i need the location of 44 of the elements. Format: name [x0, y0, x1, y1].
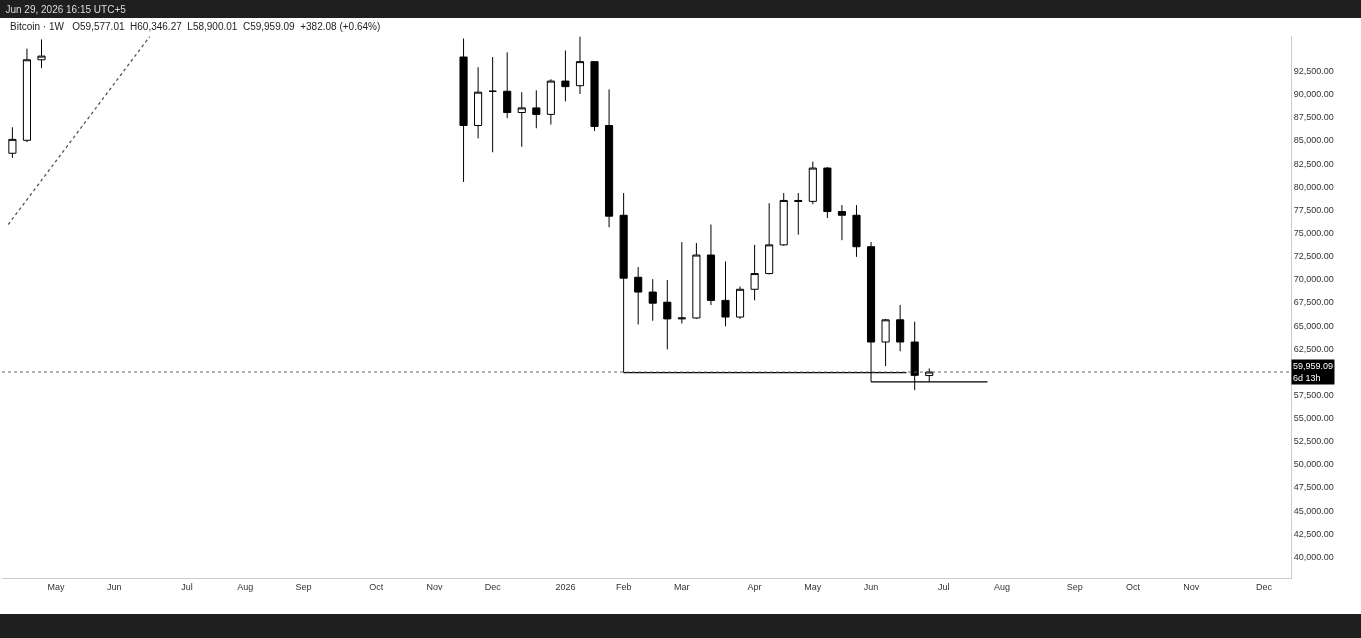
x-tick-label: Nov [426, 581, 443, 592]
y-tick-label: 77,500.00 [1293, 204, 1334, 215]
y-tick-label: 92,500.00 [1293, 66, 1334, 77]
y-tick-label: 47,500.00 [1293, 482, 1334, 493]
y-tick-label: 42,500.00 [1293, 528, 1334, 539]
y-tick-label: 55,000.00 [1293, 413, 1334, 424]
x-tick-label: Nov [1183, 581, 1200, 592]
x-tick-label: Apr [747, 581, 762, 592]
x-tick-label: Aug [237, 581, 254, 592]
x-tick-label: Dec [1255, 581, 1273, 592]
y-tick-label: 45,000.00 [1293, 505, 1334, 516]
y-tick-label: 52,500.00 [1293, 436, 1334, 447]
chart-title: Jun 29, 2026 16:15 UTC+5 [5, 3, 127, 15]
x-tick-label: Sep [1066, 581, 1083, 592]
x-tick-label: Jul [938, 581, 950, 592]
y-tick-label: 67,500.00 [1293, 297, 1334, 308]
y-tick-label: 40,000.00 [1293, 551, 1334, 562]
y-tick-label: 65,000.00 [1293, 320, 1334, 331]
x-tick-label: Jun [107, 581, 122, 592]
y-tick-label: 50,000.00 [1293, 459, 1334, 470]
ref-line-label: 59,959.09 6d 13h [1293, 361, 1334, 383]
x-tick-label: Mar [674, 581, 690, 592]
y-tick-label: 80,000.00 [1293, 181, 1334, 192]
x-tick-label: Dec [484, 581, 502, 592]
y-tick-label: 87,500.00 [1293, 112, 1334, 123]
y-tick-label: 62,500.00 [1293, 343, 1334, 354]
x-tick-label: May [47, 581, 66, 592]
x-tick-label: May [804, 581, 822, 592]
x-tick-label: Aug [994, 581, 1011, 592]
x-tick-label: Oct [369, 581, 384, 592]
y-tick-label: 57,500.00 [1293, 389, 1334, 400]
y-tick-label: 72,500.00 [1293, 251, 1334, 262]
x-tick-label: Jul [181, 581, 193, 592]
x-tick-label: Oct [1125, 581, 1141, 592]
x-tick-label: Sep [295, 581, 312, 592]
y-tick-label: 90,000.00 [1293, 89, 1334, 100]
y-tick-label: 70,000.00 [1293, 274, 1334, 285]
x-tick-label: Feb [615, 581, 632, 592]
y-tick-label: 85,000.00 [1293, 135, 1334, 146]
x-tick-label: Jun [863, 581, 879, 592]
y-tick-label: 75,000.00 [1293, 227, 1334, 238]
chart-subtitle: Bitcoin · 1W O59,577.01 H60,346.27 L58,900.01 C59,959.09 +382.08 (+0.64%) [10, 21, 381, 32]
y-tick-label: 82,500.00 [1293, 158, 1334, 169]
x-tick-label: 2026 [555, 581, 576, 592]
